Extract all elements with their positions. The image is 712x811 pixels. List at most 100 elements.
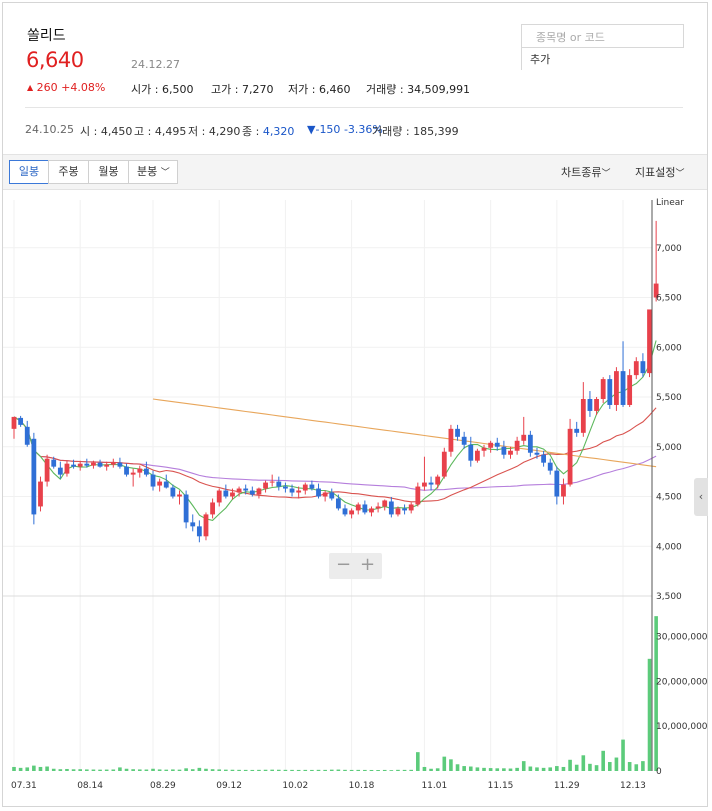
volume-bar bbox=[12, 766, 16, 771]
candle-body bbox=[44, 458, 50, 482]
chart-toolbar: 일봉 주봉 월봉 분봉 ﹀ 차트종류﹀ 지표설정﹀ bbox=[3, 154, 707, 190]
chart-type-menu[interactable]: 차트종류﹀ bbox=[561, 166, 611, 179]
candle-body bbox=[547, 462, 553, 471]
candle-body bbox=[448, 428, 454, 452]
volume-bar bbox=[296, 769, 301, 771]
candle-body bbox=[468, 444, 474, 461]
volume-bar bbox=[561, 766, 566, 771]
candle-body bbox=[355, 504, 361, 511]
date-tick-label: 12.13 bbox=[620, 781, 646, 791]
candle-body bbox=[57, 467, 63, 475]
date-tick-label: 10.18 bbox=[349, 781, 375, 791]
volume-bar bbox=[38, 766, 43, 771]
candle-body bbox=[647, 309, 652, 374]
cursor-open: 시 : 4,450 bbox=[80, 125, 133, 138]
candle-body bbox=[620, 371, 626, 405]
price-tick-label: 7,000 bbox=[656, 244, 682, 254]
tab-monthly[interactable]: 월봉 bbox=[88, 160, 129, 184]
volume-bar bbox=[627, 762, 632, 771]
date-tick-label: 10.02 bbox=[282, 781, 308, 791]
tab-daily[interactable]: 일봉 bbox=[9, 160, 49, 184]
candle-body bbox=[614, 371, 619, 405]
volume-bar bbox=[177, 769, 182, 771]
volume-bar bbox=[409, 769, 413, 771]
candle-body bbox=[422, 482, 427, 487]
volume-bar bbox=[548, 767, 553, 771]
price-tick-label: 6,000 bbox=[656, 343, 682, 353]
volume-bar bbox=[78, 769, 82, 771]
volume-bar bbox=[243, 769, 248, 771]
search-input[interactable]: 종목명 or 코드 bbox=[521, 24, 684, 48]
volume-bar bbox=[422, 766, 427, 771]
candle-body bbox=[150, 474, 156, 487]
volume-bar bbox=[468, 766, 473, 771]
chevron-down-icon: ﹀ bbox=[601, 169, 611, 179]
volume-bar bbox=[124, 768, 129, 771]
add-button[interactable]: 추가 bbox=[530, 53, 551, 66]
zoom-out-button[interactable]: − bbox=[336, 554, 352, 575]
candle-body bbox=[607, 379, 613, 405]
candle-body bbox=[441, 451, 447, 477]
candle-body bbox=[223, 490, 229, 497]
indicator-menu[interactable]: 지표설정﹀ bbox=[635, 166, 685, 179]
chevron-left-icon: ‹ bbox=[698, 490, 704, 503]
volume-bar bbox=[614, 757, 619, 771]
down-arrow-icon: ▼ bbox=[307, 123, 316, 136]
candle-body bbox=[521, 434, 527, 441]
volume-bar bbox=[71, 769, 76, 771]
candle-body bbox=[117, 462, 123, 467]
zoom-control: − + bbox=[329, 553, 382, 579]
volume-bar bbox=[316, 769, 321, 771]
candle-body bbox=[276, 481, 282, 487]
volume-bar bbox=[641, 761, 645, 771]
candle-body bbox=[84, 463, 90, 466]
divider bbox=[25, 107, 683, 108]
side-panel-toggle[interactable]: ‹ bbox=[694, 478, 708, 516]
candle-body bbox=[71, 464, 76, 467]
volume-bar bbox=[508, 768, 513, 771]
volume-bar bbox=[363, 769, 367, 771]
volume-bar bbox=[588, 763, 592, 771]
candle-body bbox=[567, 428, 573, 485]
candle-body bbox=[587, 398, 593, 411]
candle-body bbox=[408, 504, 414, 511]
volume-bar bbox=[98, 769, 102, 771]
tab-minute[interactable]: 분봉 ﹀ bbox=[128, 160, 178, 184]
candle-body bbox=[627, 375, 633, 405]
candle-body bbox=[342, 508, 348, 515]
candle-body bbox=[243, 488, 249, 491]
volume-bar bbox=[608, 762, 612, 771]
volume-bar bbox=[475, 767, 480, 771]
date-tick-label: 07.31 bbox=[11, 781, 37, 791]
candle-body bbox=[157, 481, 163, 486]
volume-bar bbox=[58, 769, 63, 771]
ma5-line bbox=[13, 340, 657, 522]
volume-bar bbox=[263, 769, 268, 771]
volume-bar bbox=[541, 767, 546, 771]
candle-body bbox=[249, 490, 255, 495]
candle-body bbox=[64, 463, 70, 474]
candle-body bbox=[488, 442, 494, 448]
current-price: 6,640 bbox=[26, 48, 84, 72]
candle-body bbox=[296, 490, 302, 493]
zoom-in-button[interactable]: + bbox=[360, 554, 376, 575]
volume-bar bbox=[277, 769, 281, 771]
ma20-line bbox=[13, 407, 657, 503]
volume-bar bbox=[396, 769, 400, 771]
candle-body bbox=[475, 450, 480, 461]
volume-bar bbox=[310, 769, 314, 771]
volume-bar bbox=[224, 769, 228, 771]
volume-bar bbox=[528, 766, 533, 771]
date-tick-label: 11.01 bbox=[421, 781, 447, 791]
price-tick-label: 4,000 bbox=[656, 542, 682, 552]
chevron-down-icon: ﹀ bbox=[675, 169, 685, 179]
chevron-down-icon: ﹀ bbox=[160, 168, 170, 178]
candle-body bbox=[594, 398, 599, 411]
candle-body bbox=[269, 481, 275, 483]
candle-body bbox=[263, 482, 268, 489]
tab-weekly[interactable]: 주봉 bbox=[48, 160, 89, 184]
candle-body bbox=[435, 476, 441, 485]
candle-body bbox=[322, 492, 328, 497]
candle-body bbox=[375, 506, 381, 509]
